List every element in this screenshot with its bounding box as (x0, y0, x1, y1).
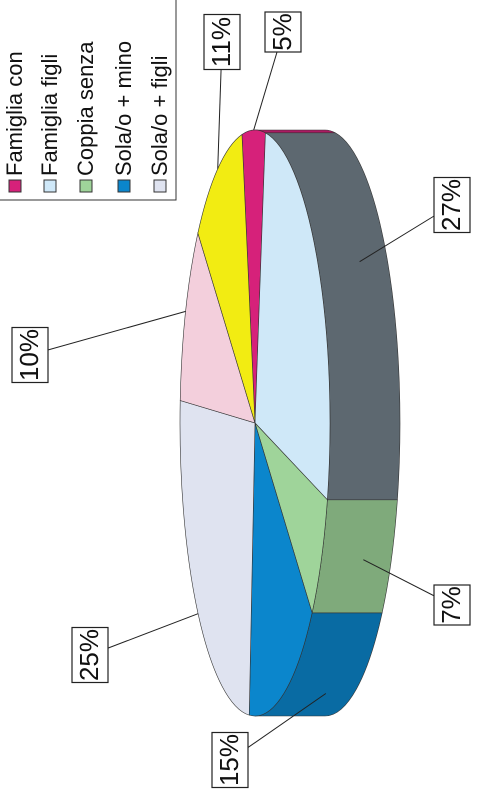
label-box (433, 176, 471, 234)
label-box (211, 731, 249, 789)
legend-label: Coppia senza (73, 41, 98, 176)
legend-swatch (79, 179, 93, 193)
data-label: 25% (74, 629, 104, 681)
rotated-chart: 5% 27% 7% 15% 25% 10% 11% Famiglia con Famiglia … (0, 0, 471, 789)
data-label: 15% (214, 734, 244, 786)
legend-label: Famiglia figli (37, 54, 62, 176)
slice-side (254, 129, 336, 134)
label-box (11, 326, 49, 384)
data-label: 5% (267, 13, 297, 51)
legend-label: Sola/o + mino (111, 41, 136, 176)
label-box (264, 11, 302, 53)
data-label: 11% (206, 17, 236, 67)
legend-swatch (43, 179, 57, 193)
legend-box (0, 0, 177, 201)
label-box (203, 13, 241, 71)
slice (179, 231, 256, 424)
legend-swatch (153, 179, 167, 193)
slice (197, 133, 256, 424)
slice (179, 400, 256, 716)
leader-line (29, 310, 186, 356)
data-label: 27% (436, 179, 466, 231)
slice (248, 422, 313, 717)
legend-swatch (8, 179, 22, 193)
data-label: 10% (14, 329, 44, 381)
legend-label: Sola/o + figli (147, 56, 172, 176)
data-label: 7% (436, 586, 466, 624)
label-box (71, 626, 109, 684)
slice (254, 132, 331, 501)
legend-swatch (117, 179, 131, 193)
label-box (433, 584, 471, 626)
slice (254, 422, 328, 615)
legend-label: Famiglia con (2, 51, 27, 176)
